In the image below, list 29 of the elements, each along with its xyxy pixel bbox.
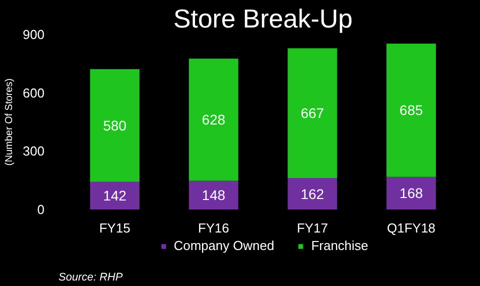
bar <box>288 178 338 210</box>
x-tick-label: FY15 <box>99 220 130 236</box>
bar <box>90 69 140 182</box>
legend-label: Company Owned <box>174 238 274 253</box>
bar <box>386 176 436 210</box>
bar <box>90 182 140 210</box>
data-label: 168 <box>400 185 424 202</box>
y-tick-label: 300 <box>22 144 45 159</box>
data-label: 667 <box>300 105 324 122</box>
chart-title: Store Break-Up <box>173 4 353 34</box>
x-tick-label: Q1FY18 <box>387 220 436 236</box>
data-label: 148 <box>202 187 226 204</box>
data-label: 580 <box>103 118 127 134</box>
data-label: 162 <box>300 186 324 202</box>
data-label: 685 <box>400 102 424 118</box>
y-tick-label: 600 <box>22 85 45 100</box>
bar <box>188 58 238 181</box>
x-tick-label: FY16 <box>198 220 230 236</box>
data-label: 142 <box>103 188 127 204</box>
legend-label: Franchise <box>311 238 368 253</box>
bar <box>288 48 338 178</box>
source-note: Source: RHP <box>58 272 124 284</box>
x-tick-label: FY17 <box>296 220 328 236</box>
y-tick-label: 900 <box>22 27 45 42</box>
data-label: 628 <box>202 112 226 128</box>
bar <box>188 180 238 210</box>
bar <box>386 44 436 177</box>
y-tick-label: 0 <box>37 202 45 217</box>
y-axis-title: (Number Of Stores) <box>4 78 15 166</box>
